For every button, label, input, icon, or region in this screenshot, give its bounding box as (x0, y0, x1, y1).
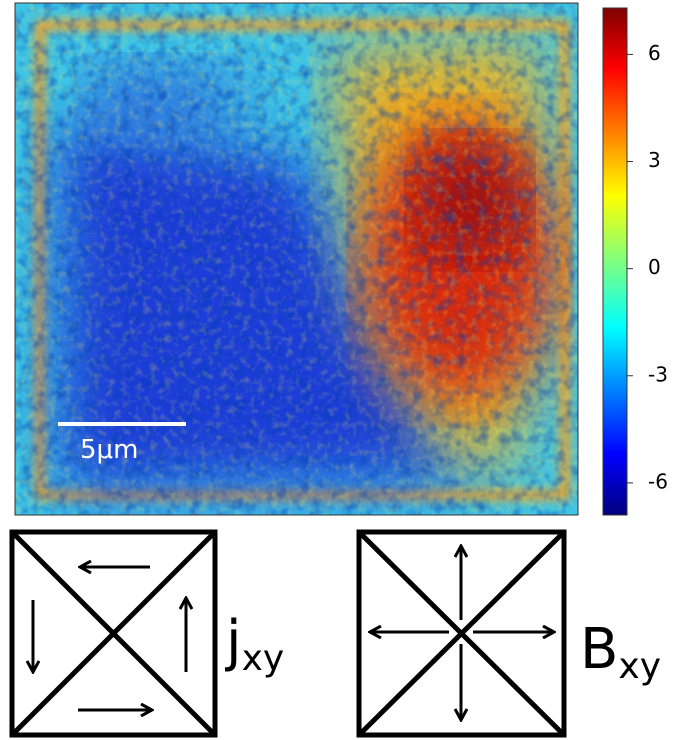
label-subscript: xy (242, 638, 285, 679)
diagram-label: Bxy (580, 617, 661, 687)
current-arrows (33, 567, 186, 710)
heatmap (15, 3, 578, 515)
diagram-label: jxy (224, 609, 284, 679)
diagram-j (9, 529, 218, 738)
colorbar (602, 7, 628, 516)
tick-label: -3 (648, 362, 668, 386)
diagram-b (356, 529, 567, 738)
field-arrows (370, 546, 554, 720)
tick-label: 6 (648, 41, 661, 65)
scale-bar-label: 5μm (80, 435, 138, 465)
heatmap-frame (14, 2, 579, 516)
label-subscript: xy (618, 646, 661, 687)
tick-label: 3 (648, 148, 661, 172)
label-main: j (224, 609, 242, 674)
tick-label: -6 (648, 469, 668, 493)
tick-label: 0 (648, 255, 661, 279)
label-main: B (580, 617, 618, 682)
colorbar-ticks: 6 3 0 -3 -6 (627, 41, 668, 493)
